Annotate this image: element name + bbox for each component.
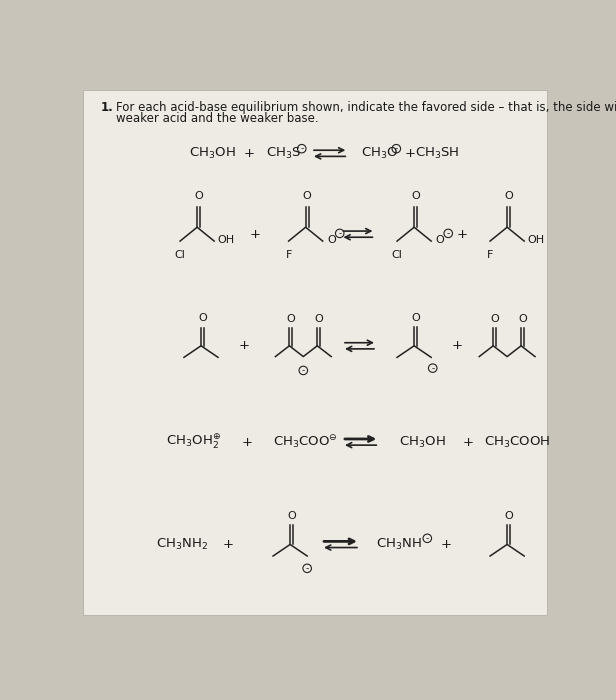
Text: +: +	[238, 340, 249, 352]
Text: For each acid-base equilibrium shown, indicate the favored side – that is, the s: For each acid-base equilibrium shown, in…	[116, 101, 616, 114]
Text: Cl: Cl	[392, 251, 402, 260]
Text: O: O	[194, 191, 203, 201]
Text: O: O	[505, 512, 513, 522]
Text: O: O	[327, 234, 336, 244]
Text: +: +	[242, 435, 253, 449]
Text: -: -	[300, 144, 303, 153]
Text: O: O	[287, 512, 296, 522]
Text: -: -	[338, 229, 341, 238]
Text: +: +	[456, 228, 468, 241]
FancyBboxPatch shape	[83, 90, 546, 615]
Text: CH$_3$NH: CH$_3$NH	[376, 537, 421, 552]
Text: Cl: Cl	[175, 251, 185, 260]
Text: +: +	[249, 228, 261, 241]
Text: O: O	[303, 191, 312, 201]
Text: O: O	[505, 191, 513, 201]
Text: CH$_3$OH: CH$_3$OH	[399, 435, 445, 449]
Text: CH$_3$OH$_2^{\oplus}$: CH$_3$OH$_2^{\oplus}$	[166, 433, 221, 452]
Text: O: O	[411, 313, 420, 323]
Text: O: O	[436, 234, 445, 244]
Text: F: F	[487, 251, 493, 260]
Text: CH$_3$NH$_2$: CH$_3$NH$_2$	[156, 537, 208, 552]
Text: CH$_3$OH: CH$_3$OH	[189, 146, 236, 161]
Text: O: O	[518, 314, 527, 324]
Text: weaker acid and the weaker base.: weaker acid and the weaker base.	[116, 112, 318, 125]
Text: CH$_3$S: CH$_3$S	[266, 146, 301, 161]
Text: +: +	[405, 147, 416, 160]
Text: O: O	[286, 314, 295, 324]
Text: -: -	[395, 144, 398, 153]
Text: -: -	[447, 229, 450, 238]
Text: 1.: 1.	[100, 101, 113, 114]
Text: +: +	[243, 147, 254, 160]
Text: +: +	[452, 340, 462, 352]
Text: -: -	[431, 363, 434, 372]
Text: +: +	[463, 435, 474, 449]
Text: -: -	[306, 564, 309, 573]
Text: -: -	[426, 534, 429, 542]
Text: +: +	[440, 538, 452, 551]
Text: O: O	[490, 314, 499, 324]
Text: O: O	[314, 314, 323, 324]
Text: -: -	[302, 366, 305, 375]
Text: OH: OH	[527, 234, 545, 244]
Text: OH: OH	[217, 234, 235, 244]
Text: O: O	[198, 313, 207, 323]
Text: CH$_3$COO$^{\ominus}$: CH$_3$COO$^{\ominus}$	[274, 433, 338, 451]
Text: F: F	[285, 251, 292, 260]
Text: O: O	[411, 191, 420, 201]
Text: CH$_3$O: CH$_3$O	[360, 146, 398, 161]
Text: +: +	[222, 538, 233, 551]
Text: CH$_3$SH: CH$_3$SH	[415, 146, 460, 161]
Text: CH$_3$COOH: CH$_3$COOH	[484, 435, 550, 449]
